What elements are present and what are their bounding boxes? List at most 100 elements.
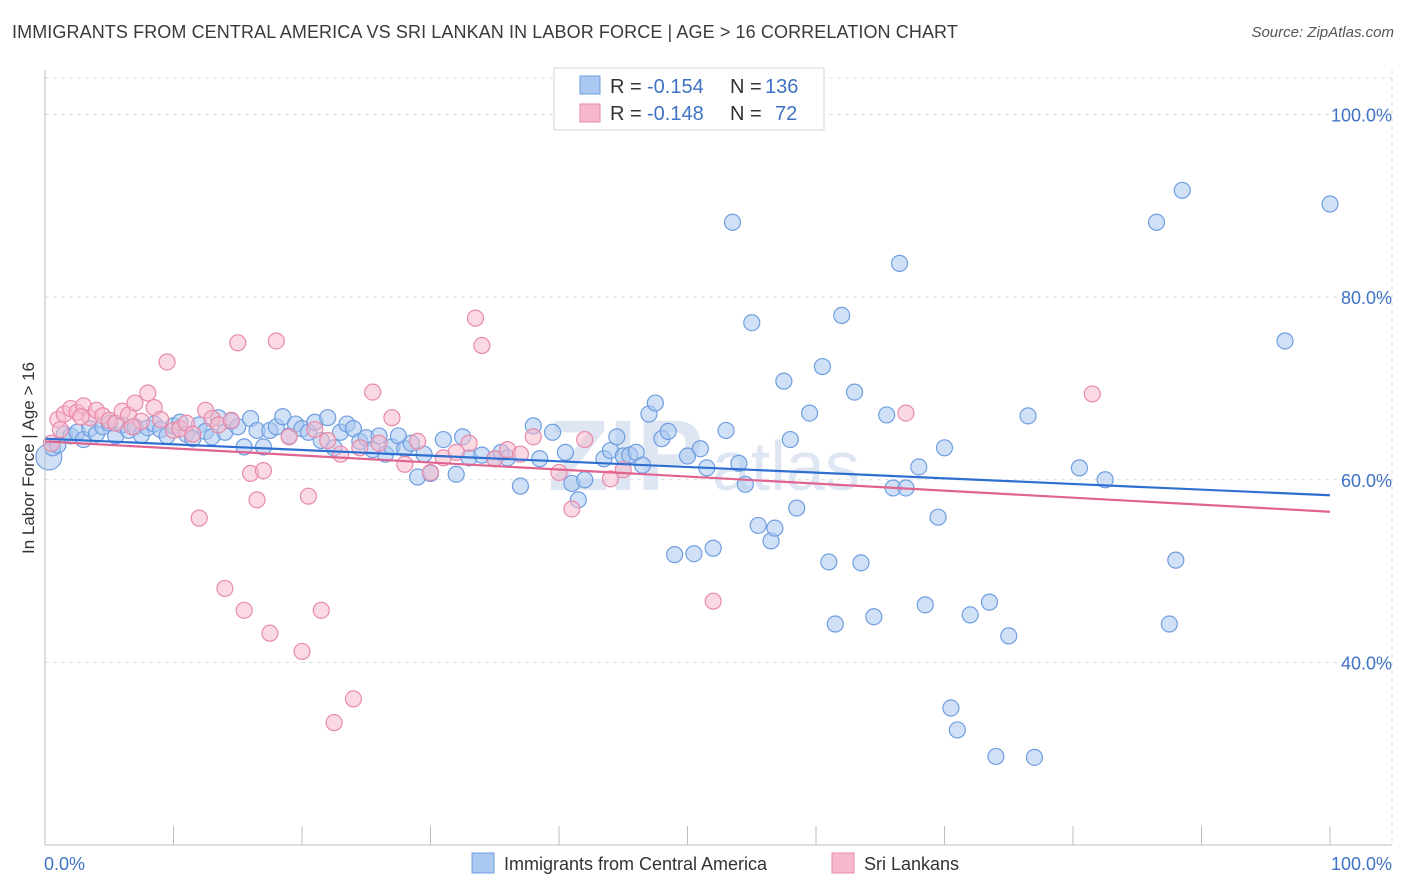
central-america-point	[788, 499, 806, 517]
sri-lankan-point	[601, 470, 620, 488]
bottom-legend-pink-label: Sri Lankans	[864, 854, 959, 874]
central-america-point	[865, 608, 883, 626]
axis-layer: 40.0% 60.0% 80.0% 100.0% 0.0% 100.0%	[44, 70, 1392, 874]
legend-pink-r-value: -0.148	[647, 103, 704, 125]
central-america-point	[781, 430, 799, 449]
central-america-point	[929, 508, 947, 526]
central-america-point	[1070, 459, 1089, 477]
sri-lankan-point	[550, 463, 568, 482]
sri-lankan-point	[261, 624, 279, 642]
central-america-point	[935, 439, 954, 457]
central-america-point	[646, 394, 664, 412]
sri-lankan-point	[299, 487, 318, 505]
central-america-point	[766, 519, 784, 537]
sri-lankan-point	[190, 509, 208, 527]
sri-lankan-point	[325, 714, 343, 732]
legend-pink-n-value: 72	[775, 103, 797, 125]
sri-lankan-point	[383, 409, 401, 427]
grid-layer	[45, 70, 1393, 845]
sri-lankan-point	[158, 353, 176, 371]
central-america-point	[1276, 332, 1294, 350]
y-tick-label: 100.0%	[1331, 106, 1392, 126]
central-america-point	[274, 408, 292, 426]
bottom-legend-blue-swatch	[471, 852, 495, 874]
central-america-trendline	[44, 437, 1331, 497]
sri-lankan-point	[460, 434, 478, 452]
sri-lankan-point	[576, 430, 594, 449]
sri-lankan-point	[280, 428, 298, 446]
central-america-point	[434, 430, 452, 449]
central-america-point	[691, 440, 709, 458]
sri-lankan-point	[72, 408, 90, 426]
legend-pink-n-label: N =	[730, 103, 762, 125]
central-america-point	[749, 516, 767, 535]
central-america-point	[942, 699, 960, 717]
central-america-point	[1025, 748, 1044, 766]
sri-lankan-point	[126, 394, 144, 412]
x-tick-label-max: 100.0%	[1331, 854, 1392, 874]
central-america-point	[890, 254, 909, 272]
central-america-point	[1173, 181, 1191, 199]
central-america-point	[826, 615, 844, 633]
central-america-point	[800, 404, 819, 422]
central-america-point	[852, 554, 870, 572]
trend-layer	[44, 437, 1331, 513]
bottom-legend: Immigrants from Central America Sri Lank…	[471, 852, 959, 874]
central-america-point	[961, 606, 979, 624]
sri-lankan-point	[254, 462, 273, 480]
sri-lankan-point	[139, 384, 157, 402]
central-america-point	[833, 306, 851, 325]
y-tick-label: 80.0%	[1341, 288, 1392, 308]
sri-lankan-point	[370, 434, 388, 452]
chart-title: IMMIGRANTS FROM CENTRAL AMERICA VS SRI L…	[12, 22, 958, 42]
central-america-point	[511, 477, 530, 495]
legend-pink-swatch	[579, 103, 601, 123]
legend-blue-swatch	[579, 75, 601, 95]
central-america-point	[556, 443, 575, 461]
sri-lankan-point	[563, 500, 581, 518]
central-america-point	[531, 450, 549, 468]
sri-lankan-point	[331, 445, 350, 463]
central-america-point	[987, 747, 1005, 766]
central-america-point	[1160, 615, 1178, 633]
central-america-point	[543, 423, 562, 441]
central-america-point	[743, 314, 761, 332]
sri-lankan-point	[293, 642, 311, 661]
sri-lankan-point	[511, 445, 530, 463]
central-america-point	[608, 428, 626, 446]
sri-lankan-point	[123, 418, 141, 436]
central-america-point	[878, 406, 896, 424]
central-america-point	[948, 721, 966, 739]
sri-lankan-point	[306, 420, 324, 439]
central-america-point	[1167, 551, 1185, 569]
sri-lankan-point	[473, 336, 491, 355]
sri-lankan-point	[312, 601, 330, 619]
central-america-point	[775, 372, 793, 390]
legend-blue-r-value: -0.154	[647, 76, 704, 98]
central-america-point	[1147, 213, 1166, 231]
y-axis-label: In Labor Force | Age > 16	[19, 362, 38, 554]
central-america-point	[980, 593, 999, 611]
legend-blue-r-label: R =	[610, 76, 642, 98]
central-america-point	[1019, 407, 1037, 425]
sri-lankan-point	[704, 592, 722, 610]
central-america-point	[813, 357, 832, 376]
central-america-point	[576, 471, 594, 489]
sri-lankan-point	[319, 431, 337, 450]
y-tick-label: 60.0%	[1341, 471, 1392, 491]
bottom-legend-blue-label: Immigrants from Central America	[504, 854, 768, 874]
central-america-point	[916, 596, 934, 614]
central-america-point	[717, 421, 735, 440]
central-america-point	[730, 454, 748, 472]
central-america-point	[678, 447, 697, 465]
sri-lankan-trendline	[44, 440, 1331, 513]
sri-lankan-point	[152, 410, 170, 429]
sri-lankan-point	[51, 420, 70, 439]
sri-lankan-point	[184, 425, 202, 443]
bottom-legend-pink-swatch	[831, 852, 855, 874]
central-america-point	[845, 383, 864, 401]
central-america-point	[820, 553, 838, 571]
sri-lankan-point	[235, 601, 253, 619]
sri-lankan-point	[222, 411, 240, 430]
